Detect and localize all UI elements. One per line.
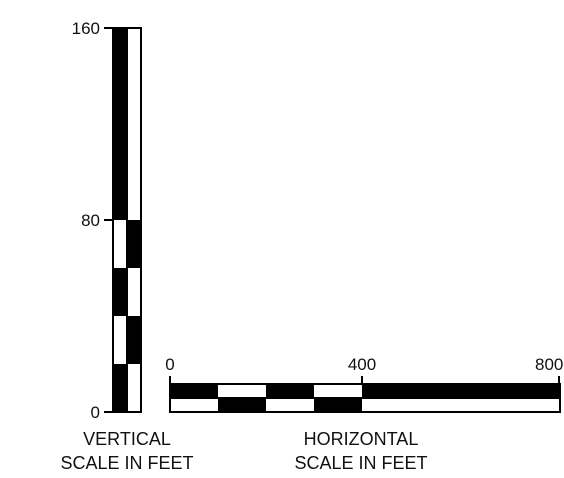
- horizontal-bar-segment: [170, 384, 218, 398]
- horizontal-tick-label-800: 800: [535, 355, 563, 374]
- horizontal-tick-label-400: 400: [348, 355, 376, 374]
- horizontal-bar-segment: [362, 384, 560, 398]
- vertical-bar-segment: [127, 220, 141, 268]
- horizontal-scale-caption-line1: HORIZONTAL: [304, 429, 419, 449]
- horizontal-scale-bar: 0 400 800: [165, 355, 563, 413]
- vertical-bar-segment: [127, 316, 141, 364]
- horizontal-bar-segment: [266, 384, 314, 398]
- vertical-scale-caption-line1: VERTICAL: [83, 429, 171, 449]
- vertical-scale-bar: 160 80 0: [72, 19, 142, 422]
- vertical-scale-caption-line2: SCALE IN FEET: [60, 453, 193, 473]
- horizontal-bar-segment: [314, 398, 362, 412]
- vertical-tick-label-80: 80: [81, 211, 100, 230]
- horizontal-scale-caption-line2: SCALE IN FEET: [294, 453, 427, 473]
- vertical-bar-segment: [113, 268, 127, 316]
- vertical-bar-segment: [113, 28, 127, 220]
- vertical-tick-label-160: 160: [72, 19, 100, 38]
- vertical-bar-segment: [113, 364, 127, 412]
- horizontal-bar-segment: [218, 398, 266, 412]
- vertical-tick-label-0: 0: [91, 403, 100, 422]
- horizontal-tick-label-0: 0: [165, 355, 174, 374]
